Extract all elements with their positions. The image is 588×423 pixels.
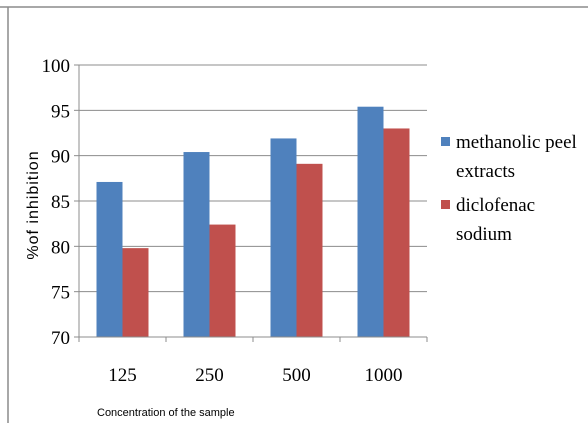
bar-diclofenac-1000 — [383, 128, 410, 337]
y-tick-label: 90 — [51, 147, 70, 168]
x-axis-label: Concentration of the sample — [97, 407, 235, 419]
y-tick-label: 80 — [51, 237, 70, 258]
legend-swatch-diclofenac — [441, 200, 450, 209]
bar-methanolic-250 — [183, 152, 210, 337]
legend-label-diclofenac: diclofenac — [456, 195, 535, 216]
y-tick-label: 85 — [51, 192, 70, 213]
y-tick-labels: 70 75 80 85 90 95 100 — [42, 56, 71, 349]
y-tick-label: 70 — [51, 328, 70, 349]
legend: methanolic peel extracts diclofenac sodium — [441, 132, 577, 245]
x-tick-label: 1000 — [365, 365, 403, 386]
x-tick-labels: 125 250 500 1000 — [108, 365, 402, 386]
x-tick-label: 500 — [282, 365, 311, 386]
bar-methanolic-125 — [96, 181, 123, 337]
bar-methanolic-1000 — [357, 106, 384, 337]
x-tick-label: 250 — [195, 365, 224, 386]
y-tick-label: 95 — [51, 101, 70, 122]
legend-label-diclofenac: sodium — [456, 224, 512, 245]
x-axis — [78, 65, 428, 342]
y-axis-label: %of inhibition — [25, 150, 42, 259]
bars — [96, 106, 410, 337]
legend-label-methanolic: extracts — [456, 161, 515, 182]
x-tick-label: 125 — [108, 365, 137, 386]
legend-swatch-methanolic — [441, 137, 450, 146]
legend-label-methanolic: methanolic peel — [456, 132, 577, 153]
bar-diclofenac-500 — [296, 163, 323, 337]
y-tick-label: 75 — [51, 283, 70, 304]
y-tick-label: 100 — [42, 56, 71, 77]
bar-diclofenac-125 — [122, 248, 149, 337]
bar-methanolic-500 — [270, 138, 297, 337]
bar-diclofenac-250 — [209, 224, 236, 337]
